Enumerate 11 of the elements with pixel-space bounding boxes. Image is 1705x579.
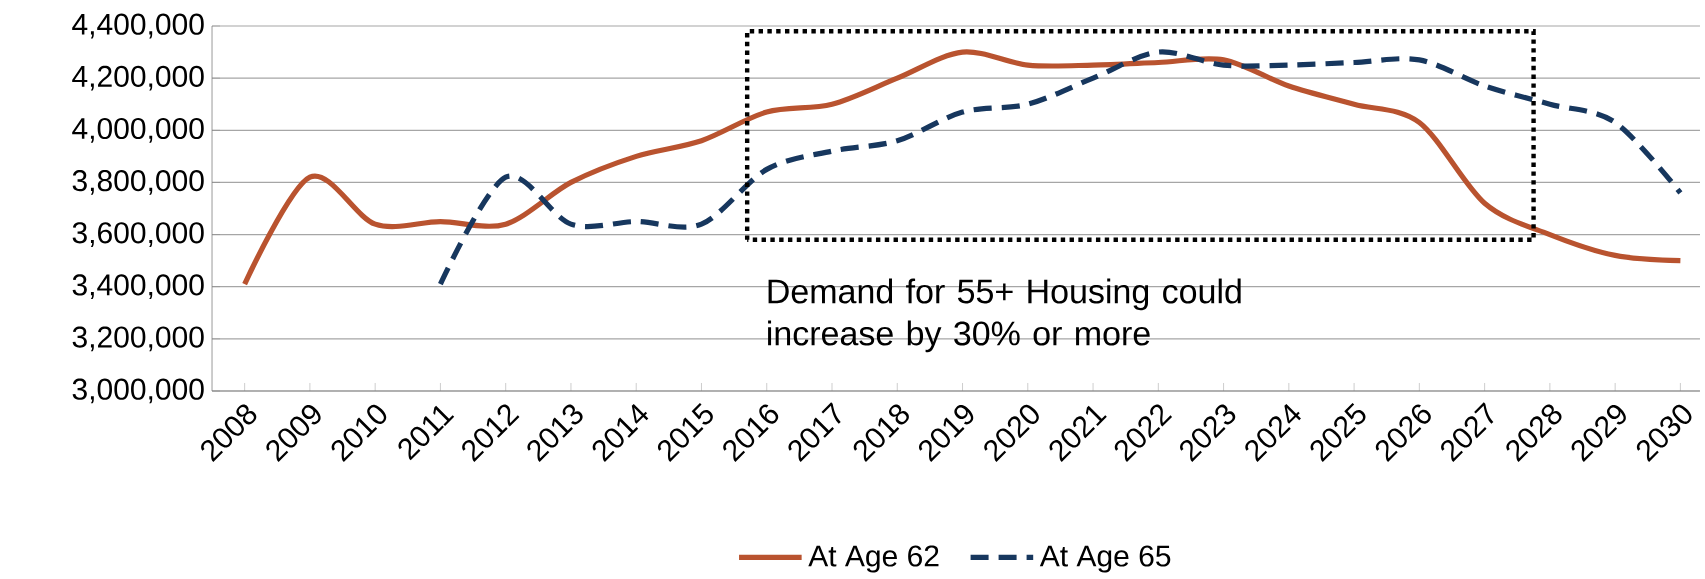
y-tick-label: 3,600,000 xyxy=(72,222,204,247)
y-tick-label: 3,000,000 xyxy=(72,378,204,404)
legend-label: At Age 65 xyxy=(1039,545,1171,573)
legend-label: At Age 62 xyxy=(808,545,939,573)
y-tick-label: 4,200,000 xyxy=(72,65,204,91)
y-tick-label: 3,200,000 xyxy=(72,326,204,352)
annotation: Demand for 55+ Housing could increase by 30% or more xyxy=(768,278,1241,353)
y-tick-label: 4,000,000 xyxy=(72,117,204,143)
y-tick-label: 4,400,000 xyxy=(72,13,204,39)
y-tick-label: 3,800,000 xyxy=(72,170,204,195)
y-tick-label: 3,400,000 xyxy=(72,274,204,300)
